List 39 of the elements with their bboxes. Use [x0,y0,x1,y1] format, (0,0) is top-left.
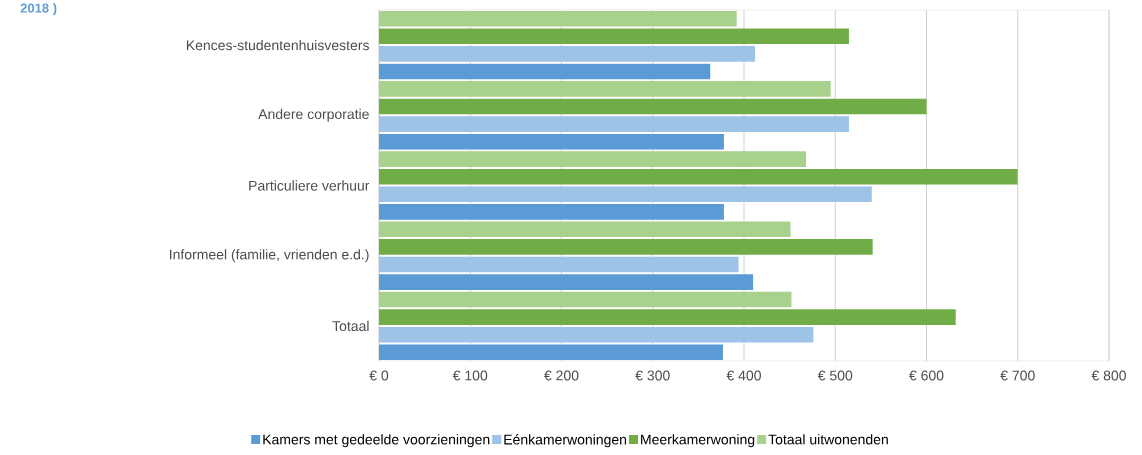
x-tick-label: € 400 [726,370,761,381]
bar [379,151,807,167]
legend-label: Kamers met gedeelde voorzieningen [263,434,490,448]
x-tick-label: € 200 [544,370,579,381]
x-tick-label: € 700 [1000,370,1035,381]
bar [379,291,792,308]
text: 2018 ) [20,3,57,16]
x-tick-label: € 300 [635,370,670,381]
bar [379,46,755,62]
x-tick-label: € 0 [369,370,389,381]
y-tick-label: Particuliere verhuur [249,180,370,191]
bar [379,326,814,343]
y-tick-label: Kences-studentenhuisvesters [186,39,369,51]
legend-label: Totaal uitwonenden [768,434,888,445]
x-tick-label: € 100 [452,370,488,381]
bar [379,344,724,361]
bar [379,186,872,203]
bar [379,28,849,45]
bar [379,116,849,132]
bar [379,239,873,255]
bar [379,133,724,150]
bar [379,309,956,325]
bar [379,168,1018,185]
x-tick-label: € 600 [909,370,944,381]
bar [379,98,927,115]
y-tick-label: Andere corporatie [258,108,369,122]
bar [379,256,739,273]
y-tick-label: Totaal [332,320,369,332]
bar [379,274,754,290]
bar [379,204,724,220]
bar [379,81,831,97]
x-tick-label: € 800 [1091,370,1126,381]
x-tick-label: € 500 [817,370,853,381]
legend-label: Eénkamerwoningen [504,434,627,448]
bar [379,221,791,238]
legend-label: Meerkamerwoning [641,434,755,448]
bar [379,63,711,80]
bar [379,10,737,27]
y-tick-label: Informeel (familie, vrienden e.d.) [170,249,369,263]
